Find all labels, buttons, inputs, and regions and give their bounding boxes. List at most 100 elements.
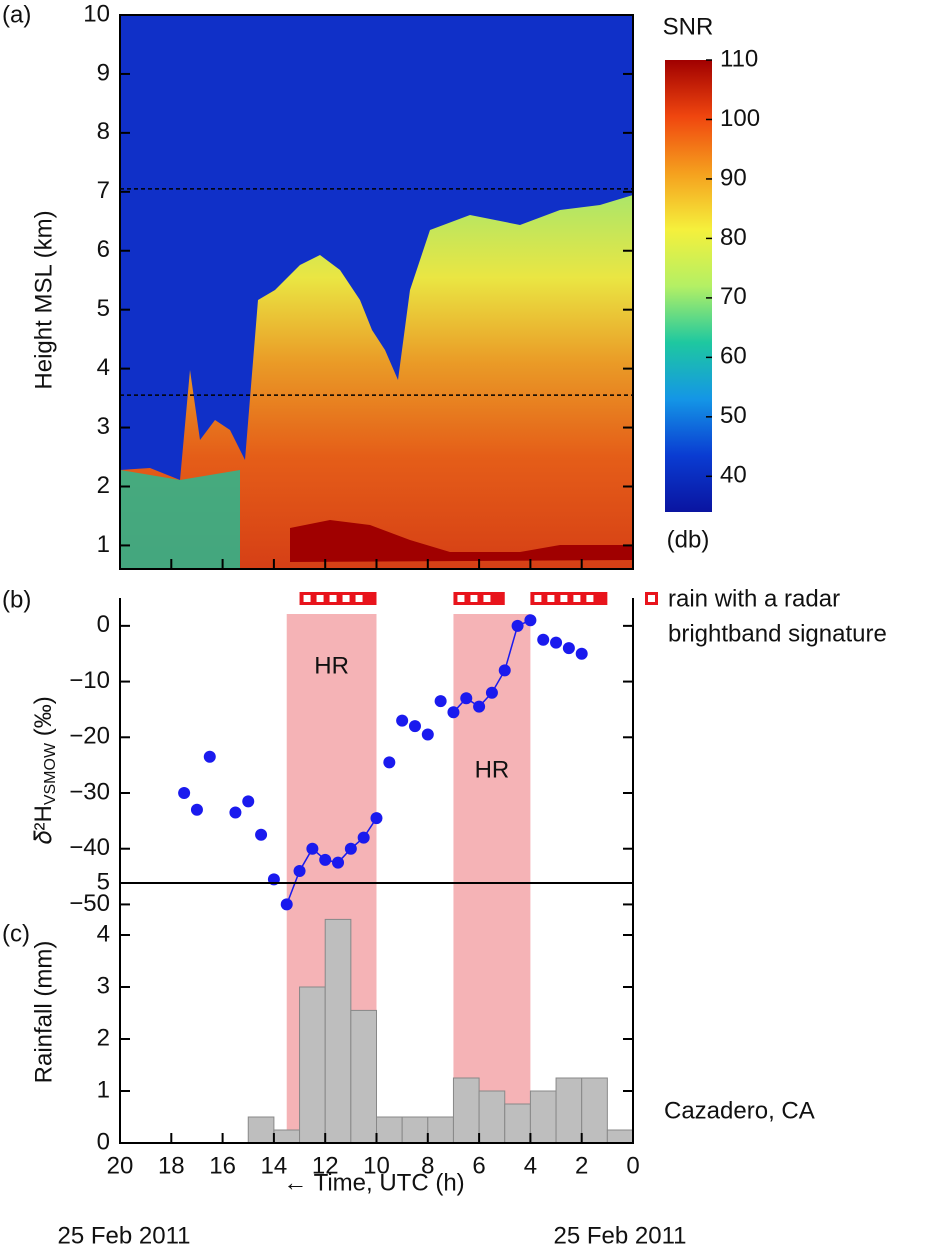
y-tick-label: 0 xyxy=(97,611,110,638)
y-tick-label: −50 xyxy=(69,890,110,917)
legend-marker-inner xyxy=(648,595,655,602)
y-tick-label: 3 xyxy=(97,413,110,440)
y-label-unit: (‰) xyxy=(30,696,57,743)
data-point xyxy=(319,853,332,866)
brightband-box xyxy=(342,595,350,602)
brightband-bar xyxy=(530,592,608,605)
data-point xyxy=(357,831,370,844)
colorbar-tick-label: 110 xyxy=(720,45,758,72)
brightband-box xyxy=(547,595,555,602)
y-axis-label: Rainfall (mm) xyxy=(30,941,57,1084)
x-axis-label: ← Time, UTC (h) xyxy=(283,1169,464,1196)
x-tick-label: 14 xyxy=(261,1152,288,1179)
bar xyxy=(427,1116,454,1144)
y-tick-label: 5 xyxy=(97,295,110,322)
panel-label: (a) xyxy=(2,1,31,28)
data-point xyxy=(396,714,409,727)
y-tick-label: 6 xyxy=(97,236,110,263)
legend-label: rain with a radar xyxy=(668,585,840,612)
bar xyxy=(606,1129,634,1144)
data-point xyxy=(485,686,498,699)
y-tick-label: −30 xyxy=(69,778,110,805)
colorbar-tick-label: 100 xyxy=(720,105,760,132)
annotation: Cazadero, CA xyxy=(664,1097,815,1124)
y-tick-label: −10 xyxy=(69,667,110,694)
bar xyxy=(504,1103,531,1144)
y-tick-label: 3 xyxy=(97,972,110,999)
date-label: 25 Feb 2011 xyxy=(58,1222,191,1249)
x-tick-label: 16 xyxy=(209,1152,236,1179)
radar-image xyxy=(120,15,633,569)
y-tick-label: 1 xyxy=(97,1076,110,1103)
bar xyxy=(273,1129,301,1144)
data-point xyxy=(229,806,242,819)
bar xyxy=(581,1077,608,1144)
panel-label: (b) xyxy=(2,586,31,613)
data-point xyxy=(524,614,537,627)
y-axis-label: Height MSL (km) xyxy=(30,210,57,389)
y-tick-label: 7 xyxy=(97,177,110,204)
x-tick-label: 10 xyxy=(363,1152,390,1179)
data-point xyxy=(344,842,357,855)
data-point xyxy=(178,787,191,799)
colorbar-tick-label: 90 xyxy=(720,164,747,191)
data-point xyxy=(537,633,550,646)
brightband-box xyxy=(355,595,363,602)
x-tick-label: 8 xyxy=(421,1152,434,1179)
y-tick-label: −40 xyxy=(69,834,110,861)
bar xyxy=(376,1116,403,1144)
brightband-box xyxy=(560,595,568,602)
data-point xyxy=(293,865,306,877)
data-point xyxy=(370,812,383,825)
x-tick-label: 4 xyxy=(524,1152,537,1179)
legend-label: brightband signature xyxy=(668,620,887,647)
colorbar-tick-label: 50 xyxy=(720,402,747,429)
y-tick-label: 2 xyxy=(97,1024,110,1051)
x-tick-label: 12 xyxy=(312,1152,339,1179)
panel-label: (c) xyxy=(2,920,30,947)
data-point xyxy=(460,692,473,705)
y-tick-label: 2 xyxy=(97,472,110,499)
colorbar-unit: (db) xyxy=(667,526,710,553)
bar xyxy=(324,918,352,1144)
y-axis-label: 𝛿²HVSMOW (‰) xyxy=(30,696,59,843)
data-point xyxy=(306,842,319,855)
data-point xyxy=(562,642,575,655)
data-point xyxy=(383,756,396,769)
brightband-bar xyxy=(453,592,505,605)
y-tick-label: 8 xyxy=(97,118,110,145)
brightband-bar xyxy=(299,592,377,605)
data-point xyxy=(242,795,255,808)
colorbar-title: SNR xyxy=(663,13,714,40)
x-tick-label: 2 xyxy=(575,1152,588,1179)
data-point xyxy=(498,664,511,677)
brightband-box xyxy=(457,595,465,602)
brightband-box xyxy=(586,595,594,602)
data-point xyxy=(575,647,588,660)
x-tick-label: 20 xyxy=(107,1152,134,1179)
y-tick-label: −20 xyxy=(69,723,110,750)
bar xyxy=(350,1009,378,1144)
data-point xyxy=(280,898,293,911)
y-tick-label: 1 xyxy=(97,531,110,558)
y-tick-label: 5 xyxy=(97,868,110,895)
data-point xyxy=(447,706,460,719)
data-point xyxy=(434,695,447,708)
y-tick-label: 10 xyxy=(83,0,110,27)
x-tick-label: 18 xyxy=(158,1152,185,1179)
brightband-box xyxy=(303,595,311,602)
brightband-box xyxy=(483,595,491,602)
data-point xyxy=(332,856,345,869)
bar xyxy=(555,1077,583,1144)
colorbar-tick-label: 40 xyxy=(720,462,747,489)
data-point xyxy=(190,803,203,816)
y-tick-label: 4 xyxy=(97,920,110,947)
brightband-box xyxy=(329,595,337,602)
brightband-box xyxy=(534,595,542,602)
data-point xyxy=(421,728,434,741)
hr-label: HR xyxy=(475,756,510,783)
data-point xyxy=(511,619,524,632)
brightband-box xyxy=(470,595,478,602)
colorbar-tick-label: 80 xyxy=(720,224,747,251)
